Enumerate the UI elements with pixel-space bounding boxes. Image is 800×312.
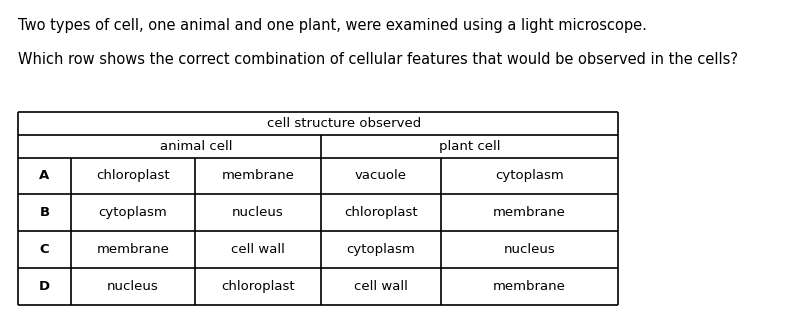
Text: vacuole: vacuole bbox=[355, 169, 407, 183]
Text: membrane: membrane bbox=[222, 169, 294, 183]
Text: membrane: membrane bbox=[493, 206, 566, 219]
Text: chloroplast: chloroplast bbox=[221, 280, 295, 293]
Text: Two types of cell, one animal and one plant, were examined using a light microsc: Two types of cell, one animal and one pl… bbox=[18, 18, 647, 33]
Text: plant cell: plant cell bbox=[438, 140, 500, 153]
Text: nucleus: nucleus bbox=[504, 243, 555, 256]
Text: cell wall: cell wall bbox=[231, 243, 285, 256]
Text: membrane: membrane bbox=[493, 280, 566, 293]
Text: nucleus: nucleus bbox=[232, 206, 284, 219]
Text: D: D bbox=[39, 280, 50, 293]
Text: cytoplasm: cytoplasm bbox=[346, 243, 415, 256]
Text: chloroplast: chloroplast bbox=[96, 169, 170, 183]
Text: nucleus: nucleus bbox=[107, 280, 158, 293]
Text: C: C bbox=[39, 243, 50, 256]
Text: cell wall: cell wall bbox=[354, 280, 408, 293]
Text: B: B bbox=[39, 206, 50, 219]
Text: chloroplast: chloroplast bbox=[344, 206, 418, 219]
Text: cytoplasm: cytoplasm bbox=[495, 169, 564, 183]
Text: membrane: membrane bbox=[97, 243, 170, 256]
Text: animal cell: animal cell bbox=[160, 140, 232, 153]
Text: cytoplasm: cytoplasm bbox=[98, 206, 167, 219]
Text: A: A bbox=[39, 169, 50, 183]
Text: Which row shows the correct combination of cellular features that would be obser: Which row shows the correct combination … bbox=[18, 52, 738, 67]
Text: cell structure observed: cell structure observed bbox=[267, 117, 422, 130]
